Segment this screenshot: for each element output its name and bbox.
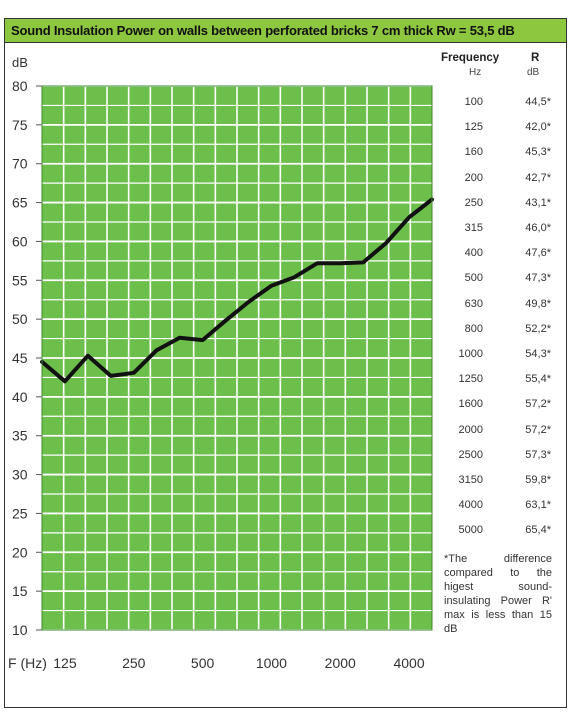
data-point: [361, 260, 365, 264]
table-r-cell: 59,8*: [525, 474, 551, 486]
table-r-cell: 46,0*: [525, 222, 551, 234]
table-freq-cell: 1600: [458, 398, 483, 411]
y-tick-label: 25: [12, 505, 28, 521]
table-r-cell: 43,1*: [525, 196, 551, 209]
table-r-cell: 57,3*: [525, 448, 551, 461]
y-tick-label: 75: [12, 117, 28, 133]
plot-border: [41, 85, 433, 631]
y-tick-label: 50: [12, 311, 28, 327]
data-point: [132, 371, 136, 375]
x-tick-label: 4000: [393, 655, 424, 671]
data-point: [63, 379, 67, 383]
table-freq-cell: 400: [464, 247, 483, 260]
table-r-cell: 52,2*: [525, 322, 551, 335]
y-tick-label: 60: [12, 233, 28, 249]
data-point: [224, 319, 228, 323]
x-tick-label: 125: [53, 655, 77, 671]
data-point: [338, 261, 342, 265]
y-tick-label: 70: [12, 156, 28, 172]
chart-title: Sound Insulation Power on walls between …: [11, 23, 515, 38]
table-r-cell: 45,3*: [525, 146, 551, 159]
y-tick-label: 40: [12, 389, 28, 405]
table-freq-cell: 800: [464, 322, 483, 335]
table-freq-cell: 125: [464, 121, 483, 134]
table-freq-cell: 100: [464, 96, 483, 108]
table-freq-cell: 200: [464, 171, 483, 184]
table-r-cell: 63,1*: [525, 499, 551, 512]
y-tick-label: 35: [12, 428, 28, 444]
data-point: [384, 241, 388, 245]
x-tick-label: 1000: [256, 655, 287, 671]
table-freq-cell: 4000: [458, 499, 483, 512]
table-freq-cell: 250: [464, 196, 483, 209]
data-point: [292, 275, 296, 279]
series-line: [40, 197, 434, 384]
table-r-cell: 42,0*: [525, 121, 551, 134]
data-point: [86, 354, 90, 358]
x-tick-label: 500: [191, 655, 215, 671]
table-r-cell: 55,4*: [525, 373, 551, 386]
table-freq-cell: 500: [464, 272, 483, 285]
data-point: [407, 215, 411, 219]
data-point: [155, 348, 159, 352]
title-bar: Sound Insulation Power on walls between …: [5, 19, 566, 43]
data-point: [109, 374, 113, 378]
data-point: [246, 300, 250, 304]
x-tick-label: 2000: [325, 655, 356, 671]
table-freq-cell: 630: [464, 297, 483, 310]
data-point: [201, 338, 205, 342]
table-r-cell: 42,7*: [525, 171, 551, 184]
table-r-cell: 65,4*: [525, 524, 551, 537]
table-freq-cell: 315: [464, 222, 483, 234]
table-r-cell: 47,6*: [525, 247, 551, 260]
y-tick-label: 30: [12, 467, 28, 483]
table-r-cell: 47,3*: [525, 272, 551, 285]
r-header: R: [531, 52, 540, 64]
y-tick-label: 80: [12, 78, 28, 94]
y-tick-label: 15: [12, 583, 28, 599]
table-freq-cell: 2500: [458, 448, 483, 461]
table-r-cell: 54,3*: [525, 348, 551, 360]
data-point: [315, 261, 319, 265]
r-unit: dB: [527, 67, 540, 78]
table-freq-cell: 1000: [458, 348, 483, 360]
table-freq-cell: 3150: [458, 474, 483, 486]
table-freq-cell: 5000: [458, 524, 483, 537]
x-axis-label: F (Hz): [8, 655, 47, 671]
table-freq-cell: 2000: [458, 423, 483, 436]
table-r-cell: 57,2*: [525, 398, 551, 411]
freq-unit: Hz: [469, 67, 482, 78]
y-tick-label: 45: [12, 350, 28, 366]
freq-header: Frequency: [441, 52, 500, 64]
y-tick-label: 55: [12, 272, 28, 288]
x-tick-label: 250: [122, 655, 146, 671]
table-r-cell: 57,2*: [525, 423, 551, 436]
table-freq-cell: 1250: [458, 373, 483, 386]
chart-frame: Sound Insulation Power on walls between …: [4, 18, 567, 708]
footnote: *The difference compared to the higest s…: [444, 553, 552, 635]
table-r-cell: 44,5*: [525, 96, 551, 108]
data-point: [269, 284, 273, 288]
table-r-cell: 49,8*: [525, 297, 551, 310]
y-axis-label: dB: [12, 55, 28, 70]
data-point: [178, 336, 182, 340]
y-tick-label: 10: [12, 622, 28, 638]
y-tick-label: 65: [12, 195, 28, 211]
y-tick-label: 20: [12, 544, 28, 560]
table-freq-cell: 160: [464, 146, 483, 159]
